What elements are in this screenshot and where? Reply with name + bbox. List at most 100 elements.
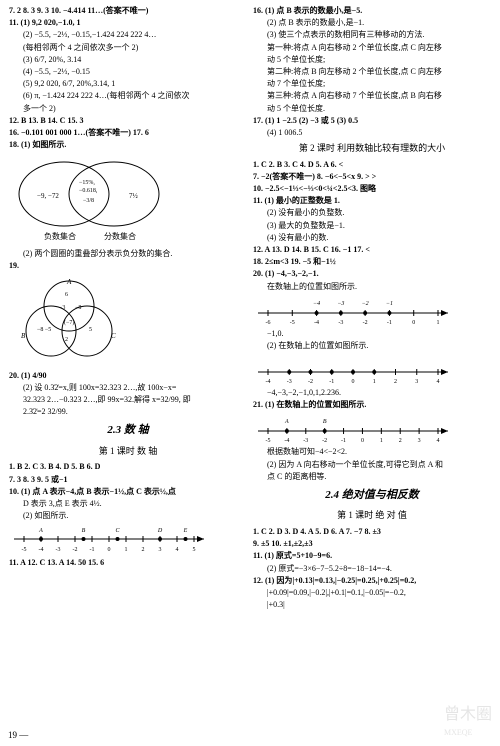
ans-line: −1,0. [253, 328, 491, 339]
svg-text:1: 1 [437, 320, 440, 325]
ans-line: 7. −2(答案不唯一) 8. −6<−5<x 9. > > [253, 171, 491, 182]
ans-line: 20. (1) 4/90 [9, 370, 247, 381]
ans-line: (4) 1 006.5 [253, 127, 491, 138]
svg-text:(−7): (−7) [64, 319, 74, 326]
svg-text:A: A [66, 278, 72, 286]
svg-text:7½: 7½ [129, 192, 138, 200]
ans-line: (2) 设 0.3̇2̇=x,则 100x=32.323 2…,故 100x−x… [9, 382, 247, 393]
number-line-4: -5-4-3-2-101234AB [253, 413, 491, 443]
svg-text:-5: -5 [290, 320, 295, 325]
svg-text:0: 0 [361, 438, 364, 443]
sub-title: 第 1 课时 绝 对 值 [253, 509, 491, 522]
svg-text:B: B [323, 419, 327, 425]
svg-text:2: 2 [394, 379, 397, 384]
ans-line: (2) 因为 A 向右移动一个单位长度,可得它到点 A 和 [253, 459, 491, 470]
ans-line: 7. 2 8. 3 9. 3 10. −4.414 11…(答案不唯一) [9, 5, 247, 16]
svg-text:-4: -4 [314, 320, 319, 325]
svg-text:-2: -2 [322, 438, 327, 443]
ans-line: (3) 6/7, 20%, 3.14 [9, 54, 247, 65]
ans-line: 12. A 13. D 14. B 15. C 16. −1 17. < [253, 244, 491, 255]
ans-line: 第三种:将点 A 向右移动 7 个单位长度,点 B 向右移 [253, 90, 491, 101]
ans-line: 11. (1) 9,2 020,−1.0, 1 [9, 17, 247, 28]
section-title: 2.4 绝对值与相反数 [253, 488, 491, 503]
sub-title: 第 1 课时 数 轴 [9, 445, 247, 458]
ans-line: (6) π, −1.424 224 222 4…(每相邻两个 4 之间依次 [9, 90, 247, 101]
ans-line: 12. (1) 因为|+0.13|=0.13,|−0.25|=0.25,|+0.… [253, 575, 491, 586]
ans-line: 16. (1) 点 B 表示的数最小,是−5. [253, 5, 491, 16]
ans-line: 11. (1) 原式=5+10−9=6. [253, 550, 491, 561]
ans-line: 点 C 的距离相等. [253, 471, 491, 482]
svg-text:−4: −4 [313, 300, 320, 307]
ans-line: (2) −5.5, −2⅓, −0.15,−1.424 224 222 4… [9, 29, 247, 40]
ans-line: 1. C 2. D 3. D 4. A 5. D 6. A 7. −7 8. ±… [253, 526, 491, 537]
svg-text:3: 3 [159, 547, 162, 553]
svg-text:-1: -1 [387, 320, 392, 325]
ans-line: (5) 9,2 020, 6/7, 20%,3.14, 1 [9, 78, 247, 89]
ans-line: −4,−3,−2,−1,0,1,2.236. [253, 387, 491, 398]
number-line-1: -5-4-3-2-1012345ABCDE [9, 524, 247, 554]
ans-line: 11. A 12. C 13. A 14. 50 15. 6 [9, 557, 247, 568]
svg-text:B: B [21, 332, 26, 340]
ans-line: 根据数轴可知−4<−2<2. [253, 446, 491, 457]
svg-text:0: 0 [108, 547, 111, 553]
svg-text:-3: -3 [303, 438, 308, 443]
svg-text:−15%,: −15%, [79, 180, 95, 186]
ans-line: 18. (1) 如图所示. [9, 139, 247, 150]
ans-line: 第二种:将点 B 向左移动 2 个单位长度,点 C 向左移 [253, 66, 491, 77]
svg-text:-4: -4 [39, 547, 44, 553]
left-column: 7. 2 8. 3 9. 3 10. −4.414 11…(答案不唯一) 11.… [6, 4, 250, 611]
ans-line: |+0.3| [253, 599, 491, 610]
svg-text:−9, −72: −9, −72 [37, 192, 59, 200]
svg-text:−3: −3 [337, 301, 344, 307]
svg-text:3: 3 [418, 438, 421, 443]
page-number: 19 — [8, 729, 28, 742]
ans-line: 多一个 2) [9, 103, 247, 114]
svg-text:-4: -4 [284, 438, 289, 443]
watermark: 曾木圈 MXEQE [444, 704, 492, 738]
svg-text:−2: −2 [362, 301, 369, 307]
svg-text:D: D [157, 528, 163, 534]
svg-text:0: 0 [352, 379, 355, 384]
svg-text:-3: -3 [56, 547, 61, 553]
svg-text:5: 5 [89, 327, 92, 333]
svg-text:C: C [111, 332, 116, 340]
svg-text:4: 4 [437, 379, 440, 384]
ans-line: 10. (1) 点 A 表示−4,点 B 表示−1½,点 C 表示½,点 [9, 486, 247, 497]
svg-text:5: 5 [193, 547, 196, 553]
sub-title: 第 2 课时 利用数轴比较有理数的大小 [253, 142, 491, 155]
svg-text:A: A [284, 419, 289, 425]
number-line-3: -4-3-2-101234 [253, 354, 491, 384]
ans-line: (3) 最大的负整数是−1. [253, 220, 491, 231]
svg-text:B: B [82, 528, 86, 534]
svg-text:-1: -1 [329, 379, 334, 384]
ans-line: 17. (1) 1 −2.5 (2) −3 或 5 (3) 0.5 [253, 115, 491, 126]
svg-text:4: 4 [176, 547, 179, 553]
svg-text:−8 −5: −8 −5 [37, 327, 51, 333]
ans-line: (4) −5.5, −2⅓, −0.15 [9, 66, 247, 77]
svg-text:-2: -2 [363, 320, 368, 325]
number-line-2: -6-5-4-3-2-101−4−3−2−1 [253, 295, 491, 325]
svg-text:-5: -5 [266, 438, 271, 443]
svg-text:-1: -1 [90, 547, 95, 553]
right-column: 16. (1) 点 B 表示的数最小,是−5. (2) 点 B 表示的数最小,是… [250, 4, 494, 611]
svg-text:3: 3 [415, 379, 418, 384]
section-title: 2.3 数 轴 [9, 423, 247, 438]
venn-diagram-2: −9, −72 −15%, −0.618, −3/8 7½ 负数集合 分数集合 [9, 154, 247, 244]
svg-text:−1: −1 [386, 301, 393, 307]
svg-text:0: 0 [412, 320, 415, 325]
ans-line: (2) 点 B 表示的数最小,是−1. [253, 17, 491, 28]
svg-text:2: 2 [399, 438, 402, 443]
ans-line: 7. 3 8. 3 9. 5 或−1 [9, 474, 247, 485]
ans-line: (每相邻两个 4 之间依次多一个 2) [9, 42, 247, 53]
svg-text:C: C [115, 528, 120, 534]
svg-text:-3: -3 [287, 379, 292, 384]
svg-text:−3/8: −3/8 [83, 198, 94, 204]
svg-text:−3: −3 [59, 305, 65, 311]
ans-line: (2) 两个圆圈的重叠部分表示负分数的集合. [9, 248, 247, 259]
svg-text:-2: -2 [308, 379, 313, 384]
ans-line: 11. (1) 最小的正整数是 1. [253, 195, 491, 206]
ans-line: 18. 2≤m<3 19. −5 和−1½ [253, 256, 491, 267]
ans-line: 9. ±5 10. ±1,±2,±3 [253, 538, 491, 549]
svg-text:4: 4 [437, 438, 440, 443]
ans-line: (2) 原式=−3×6−7−5.2÷8=−18−14=−4. [253, 563, 491, 574]
